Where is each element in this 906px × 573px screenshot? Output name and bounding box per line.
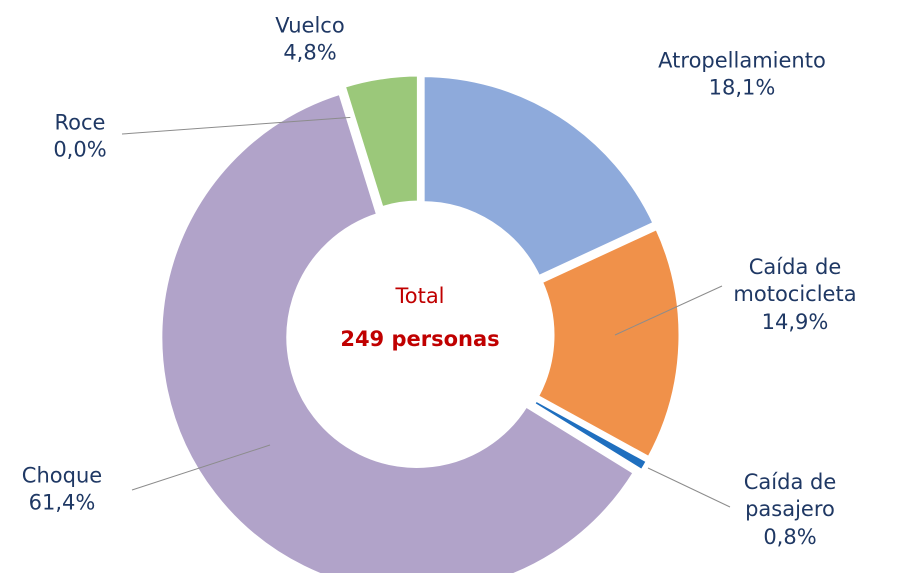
slice-label: Roce 0,0%: [30, 110, 130, 165]
value-label: 0,8%: [763, 524, 817, 549]
slice: [532, 223, 684, 463]
value-label: 18,1%: [708, 76, 776, 100]
slice-label: Choque 61,4%: [2, 463, 122, 518]
leader-line: [131, 444, 271, 491]
value-label: 61,4%: [28, 491, 96, 515]
slice: [339, 71, 422, 212]
category-label: Caída de pasajero: [743, 470, 837, 522]
category-label: Caída de motocicleta: [733, 255, 857, 307]
leader-line: [614, 285, 723, 336]
slice-label: Caída de pasajero 0,8%: [720, 469, 860, 551]
value-label: 14,9%: [761, 309, 829, 334]
slice-label: Atropellamiento 18,1%: [612, 48, 872, 103]
category-label: Vuelco: [275, 13, 345, 38]
category-label: Atropellamiento: [658, 48, 826, 73]
slice-label: Vuelco 4,8%: [250, 13, 370, 68]
center-value: 249 personas: [340, 327, 500, 351]
leader-line: [121, 116, 357, 135]
value-label: 0,0%: [53, 138, 107, 162]
center-label: Total: [395, 284, 445, 308]
slice: [419, 72, 659, 282]
slice-label: Caída de motocicleta 14,9%: [715, 254, 875, 336]
category-label: Roce: [54, 110, 106, 135]
leader-line: [647, 467, 731, 508]
slice: [157, 88, 639, 573]
slice: [528, 395, 653, 476]
category-label: Choque: [21, 463, 103, 488]
value-label: 4,8%: [283, 41, 337, 65]
